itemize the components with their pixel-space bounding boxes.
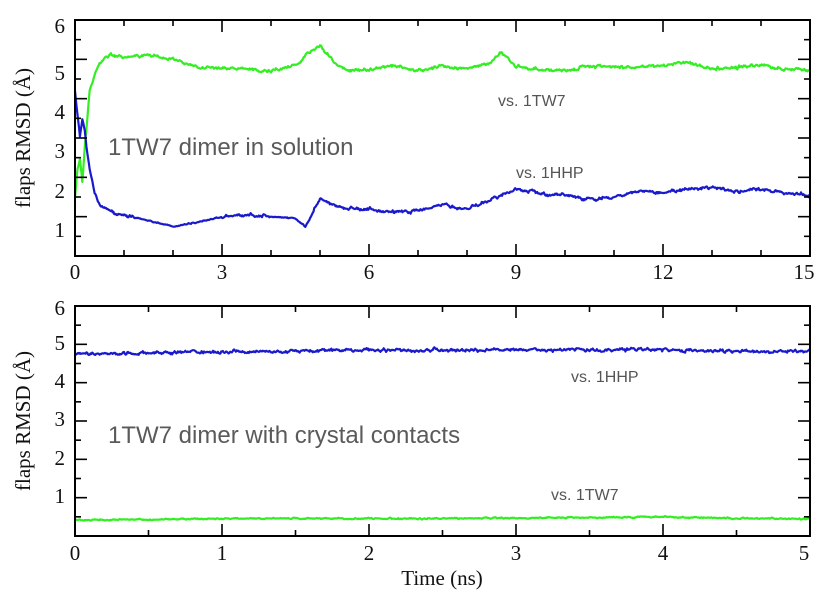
- panel-bottom-series-layer: [74, 346, 811, 522]
- panel-top-xtick-label: 0: [70, 260, 81, 284]
- panel-bottom-ytick-label: 5: [55, 331, 66, 355]
- panel-bottom-series-first-line: [74, 346, 811, 357]
- panel-bottom-xlabel: Time (ns): [401, 566, 483, 590]
- panel-top-xtick-label: 6: [364, 260, 375, 284]
- panel-top-ytick-label: 2: [55, 179, 66, 203]
- panel-top-annotation: 1TW7 dimer in solution: [108, 134, 353, 161]
- panel-bottom-frame: [74, 305, 811, 537]
- panel-bottom-ytick-label: 2: [55, 446, 66, 470]
- panel-bottom-ytick-label: 1: [55, 484, 66, 508]
- panel-bottom: 1 2 3 4 5 6 0 1 2 3 4 5 flaps RMSD (Å) T…: [11, 296, 811, 590]
- panel-bottom-ticks: [74, 305, 811, 537]
- panel-bottom-annotation: 1TW7 dimer with crystal contacts: [108, 422, 460, 449]
- panel-top-series-label: vs. 1TW7: [498, 93, 566, 110]
- panel-bottom-xtick-label: 4: [658, 541, 669, 565]
- panel-bottom-ytick-label: 4: [55, 369, 66, 393]
- panel-top-series-first-line: [73, 44, 811, 198]
- panel-top-ytick-label: 3: [55, 139, 66, 163]
- panel-bottom-xtick-label: 1: [217, 541, 228, 565]
- panel-top-ytick-label: 5: [55, 61, 66, 85]
- panel-bottom-series-label: vs. 1HHP: [571, 369, 639, 386]
- panel-top-ytick-label: 6: [55, 14, 66, 38]
- panel-bottom-ytick-label: 3: [55, 407, 66, 431]
- panel-bottom-xtick-label: 0: [70, 541, 81, 565]
- panel-top-xtick-label: 15: [794, 260, 815, 284]
- panel-bottom-xtick-label: 3: [511, 541, 522, 565]
- panel-bottom-xtick-label: 5: [799, 541, 810, 565]
- panel-top-series-second-line: [73, 90, 811, 228]
- panel-top-ylabel: flaps RMSD (Å): [11, 68, 35, 208]
- panel-bottom-series-label: vs. 1TW7: [551, 487, 619, 504]
- panel-top-ticks: [74, 19, 811, 257]
- panel-bottom-ylabel: flaps RMSD (Å): [11, 351, 35, 491]
- panel-top-xtick-label: 9: [511, 260, 522, 284]
- panel-top: 1 2 3 4 5 6 0 3 6 9 12 15 flaps RMSD (Å)…: [11, 14, 815, 284]
- panel-top-series-layer: [73, 44, 811, 228]
- panel-bottom-series-second-line: [74, 515, 811, 522]
- panel-top-ytick-label: 4: [55, 100, 66, 124]
- panel-top-xtick-label: 3: [217, 260, 228, 284]
- panel-top-xtick-label: 12: [653, 260, 674, 284]
- panel-top-series-label: vs. 1HHP: [516, 165, 584, 182]
- panel-bottom-xtick-label: 2: [364, 541, 375, 565]
- panel-bottom-ytick-label: 6: [55, 296, 66, 320]
- panel-top-ytick-label: 1: [55, 218, 66, 242]
